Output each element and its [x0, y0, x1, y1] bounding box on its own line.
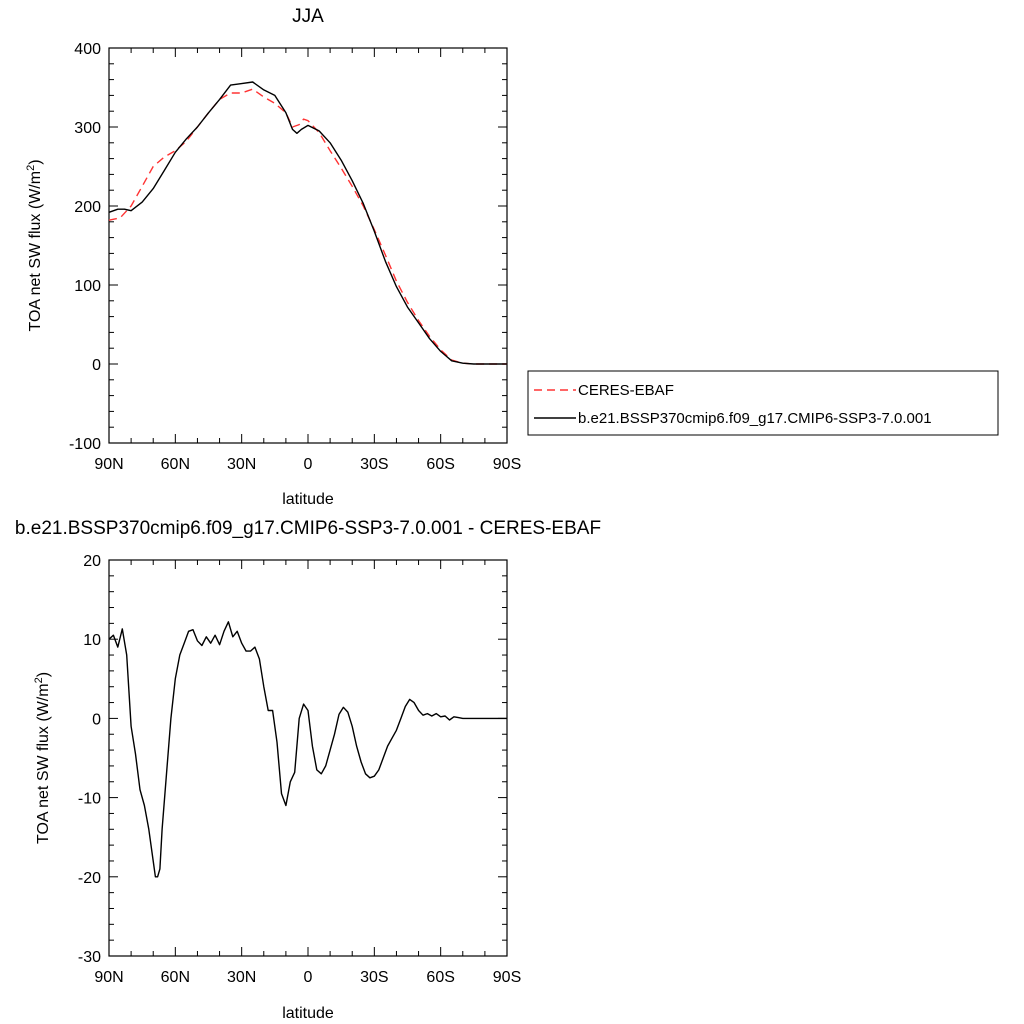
y-axis-label: TOA net SW flux (W/m2) [33, 672, 52, 844]
y-tick-label: 300 [74, 120, 101, 137]
y-axis-label: TOA net SW flux (W/m2) [25, 159, 44, 331]
y-tick-label: -20 [78, 870, 101, 887]
chart-panel-1: JJA 90N 60N 30N 0 30S 60S 90S -100 0 100 200 300 400 l… [25, 6, 999, 508]
y-tick-label: 200 [74, 199, 101, 216]
series-line-2 [108, 81, 507, 365]
x-tick-label: 30S [360, 456, 388, 473]
x-tick-label: 60N [161, 969, 190, 986]
legend-box [527, 370, 999, 436]
y-tick-label: -30 [78, 949, 101, 966]
x-tick-label: 0 [304, 969, 313, 986]
plot-frame [108, 559, 508, 957]
y-tick-label: 20 [83, 553, 101, 570]
x-tick-label: 90S [493, 969, 521, 986]
legend: CERES-EBAF b.e21.BSSP370cmip6.f09_g17.CMI… [527, 370, 999, 436]
series-line-1 [108, 88, 507, 365]
y-tick-label: 0 [92, 711, 101, 728]
x-axis-label: latitude [282, 1005, 334, 1022]
chart-title: JJA [292, 6, 324, 27]
x-tick-label: 30N [227, 456, 256, 473]
chart-title: b.e21.BSSP370cmip6.f09_g17.CMIP6-SSP3-7.… [15, 518, 601, 539]
chart-panel-2: b.e21.BSSP370cmip6.f09_g17.CMIP6-SSP3-7.… [15, 518, 601, 1022]
x-tick-label: 0 [304, 456, 313, 473]
plot-frame [108, 47, 508, 444]
y-tick-label: -10 [78, 791, 101, 808]
y-tick-label: -100 [69, 436, 101, 453]
y-tick-label: 0 [92, 357, 101, 374]
series-line-1 [108, 621, 507, 878]
x-tick-label: 90N [94, 969, 123, 986]
y-tick-label: 10 [83, 632, 101, 649]
x-tick-label: 90S [493, 456, 521, 473]
x-axis-label: latitude [282, 491, 334, 508]
x-tick-label: 30S [360, 969, 388, 986]
x-tick-label: 60S [426, 456, 454, 473]
x-tick-label: 30N [227, 969, 256, 986]
x-tick-label: 60S [426, 969, 454, 986]
y-tick-label: 100 [74, 278, 101, 295]
y-tick-label: 400 [74, 41, 101, 58]
x-tick-label: 60N [161, 456, 190, 473]
legend-label: b.e21.BSSP370cmip6.f09_g17.CMIP6-SSP3-7.… [578, 410, 932, 427]
x-tick-label: 90N [94, 456, 123, 473]
legend-label: CERES-EBAF [578, 382, 674, 399]
